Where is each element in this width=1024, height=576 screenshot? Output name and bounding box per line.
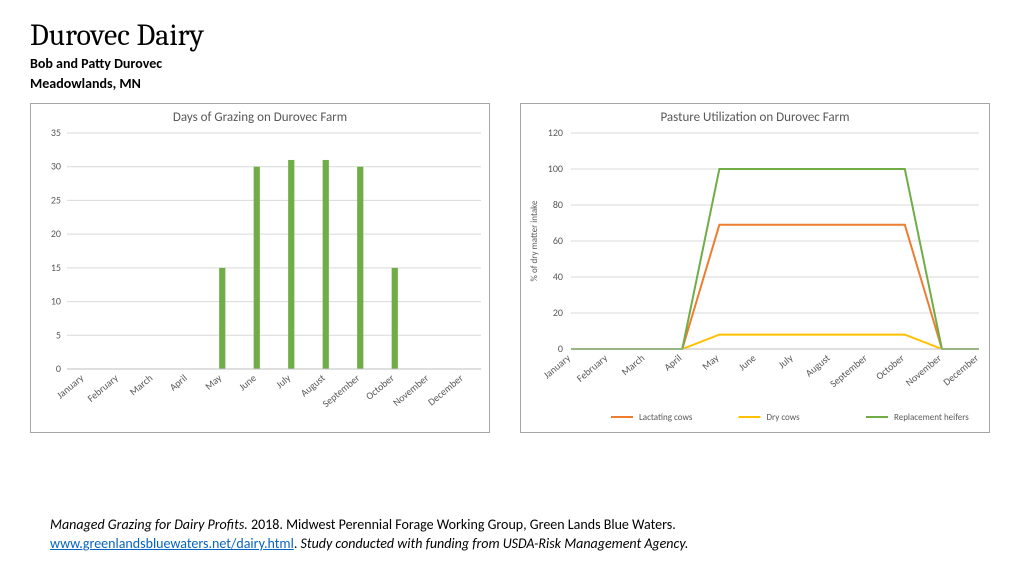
svg-text:January: January <box>541 351 574 381</box>
svg-text:April: April <box>661 352 684 374</box>
citation-period: . <box>294 535 301 552</box>
svg-text:40: 40 <box>553 270 563 283</box>
svg-text:July: July <box>775 351 795 371</box>
svg-text:Replacement heifers: Replacement heifers <box>894 412 969 423</box>
svg-text:25: 25 <box>51 194 61 207</box>
svg-text:October: October <box>873 351 907 383</box>
citation-link[interactable]: www.greenlandsbluewaters.net/dairy.html <box>50 535 294 552</box>
location-line: Meadowlands, MN <box>30 75 994 93</box>
svg-text:80: 80 <box>553 198 563 211</box>
bar-chart-box: Days of Grazing on Durovec Farm 0 5 10 15 20… <box>30 103 490 433</box>
bar-chart-title: Days of Grazing on Durovec Farm <box>31 104 489 127</box>
svg-text:August: August <box>803 351 833 379</box>
svg-text:May: May <box>202 371 224 393</box>
header: Durovec Dairy Bob and Patty Durovec Mead… <box>30 18 994 93</box>
svg-text:February: February <box>574 351 611 385</box>
svg-text:July: July <box>273 371 293 391</box>
svg-text:10: 10 <box>51 295 61 308</box>
svg-text:February: February <box>85 371 122 405</box>
svg-text:September: September <box>827 351 870 390</box>
svg-text:June: June <box>236 372 259 394</box>
line-chart-title: Pasture Utilization on Durovec Farm <box>521 104 989 127</box>
svg-text:0: 0 <box>56 362 61 375</box>
svg-text:March: March <box>127 372 155 399</box>
svg-text:August: August <box>298 371 328 399</box>
svg-text:November: November <box>390 371 432 409</box>
svg-text:60: 60 <box>553 234 563 247</box>
line-chart: 020406080100120% of dry matter intakeJan… <box>521 127 991 429</box>
svg-text:January: January <box>54 371 87 401</box>
svg-text:December: December <box>940 351 981 388</box>
svg-text:100: 100 <box>548 162 563 175</box>
svg-text:20: 20 <box>553 306 563 319</box>
charts-row: Days of Grazing on Durovec Farm 0 5 10 15 20… <box>30 103 994 433</box>
svg-text:Dry cows: Dry cows <box>767 412 801 423</box>
citation-title: Managed Grazing for Dairy Profits. <box>50 516 248 533</box>
svg-text:% of dry matter intake: % of dry matter intake <box>529 200 540 281</box>
svg-text:September: September <box>320 371 363 410</box>
svg-text:20: 20 <box>51 228 61 241</box>
owners-line: Bob and Patty Durovec <box>30 55 994 73</box>
svg-text:March: March <box>619 352 647 379</box>
page-title: Durovec Dairy <box>30 18 994 53</box>
footer-citation: Managed Grazing for Dairy Profits. 2018.… <box>50 516 974 554</box>
citation-rest: 2018. Midwest Perennial Forage Working G… <box>248 516 676 533</box>
svg-text:November: November <box>903 351 945 389</box>
svg-text:May: May <box>699 351 721 373</box>
svg-text:December: December <box>425 371 466 408</box>
bar-chart: 0 5 10 15 20 25 30 35 JanuaryFebruaryMarch April M… <box>31 127 491 429</box>
svg-text:35: 35 <box>51 127 61 139</box>
svg-text:15: 15 <box>51 261 61 274</box>
svg-text:120: 120 <box>548 127 563 139</box>
line-chart-box: Pasture Utilization on Durovec Farm 0204… <box>520 103 990 433</box>
svg-text:5: 5 <box>56 329 61 342</box>
svg-text:June: June <box>736 352 759 374</box>
svg-text:Lactating cows: Lactating cows <box>639 412 693 423</box>
svg-text:April: April <box>167 372 190 394</box>
svg-text:30: 30 <box>51 160 61 173</box>
citation-study: Study conducted with funding from USDA-R… <box>301 535 689 552</box>
